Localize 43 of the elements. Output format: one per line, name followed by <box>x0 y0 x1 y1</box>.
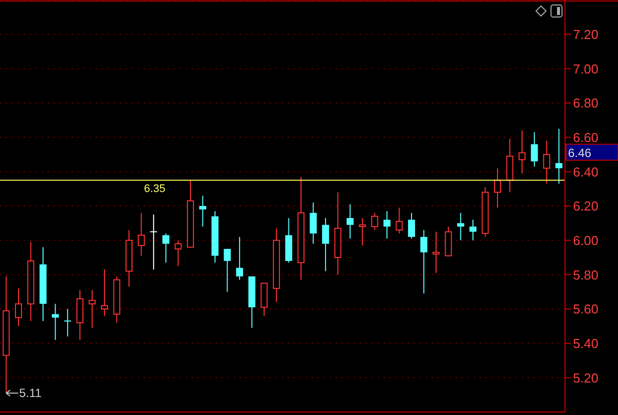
annotation: 5.11 <box>19 386 42 400</box>
ref-line-label: 6.35 <box>144 183 166 196</box>
candlestick <box>396 207 403 234</box>
candlestick <box>420 230 428 294</box>
y-tick-label: 5.40 <box>573 336 598 351</box>
y-tick-label: 6.40 <box>573 164 598 180</box>
candlestick <box>236 236 244 280</box>
candlestick <box>555 128 562 184</box>
y-tick-label: 6.00 <box>573 232 598 248</box>
candlestick <box>346 204 354 240</box>
candlestick <box>162 232 170 264</box>
candlestick <box>494 168 502 208</box>
candlestick <box>64 308 72 337</box>
candlestick <box>138 212 145 256</box>
y-tick-label: 7.00 <box>573 61 598 76</box>
candlestick <box>174 240 182 267</box>
candlestick <box>371 212 378 231</box>
candlestick <box>530 132 538 168</box>
candlestick <box>518 130 526 174</box>
y-tick-label: 6.60 <box>573 130 598 145</box>
candlestick <box>358 218 366 246</box>
y-tick-label: 6.20 <box>573 198 598 214</box>
y-tick-label: 5.20 <box>573 370 598 386</box>
candlestick <box>322 218 330 272</box>
candlestick <box>457 212 464 241</box>
candlestick <box>432 231 440 274</box>
y-tick-label: 5.80 <box>573 267 598 282</box>
candlestick <box>383 210 390 240</box>
candlestick <box>310 202 317 244</box>
candlestick <box>199 195 206 228</box>
candlestick <box>224 248 231 292</box>
candlestick <box>408 212 416 240</box>
candlestick <box>52 303 59 340</box>
candlestick <box>14 288 22 327</box>
y-tick-label: 6.80 <box>573 96 598 111</box>
y-tick-label: 5.60 <box>573 302 598 317</box>
candlestick <box>100 269 108 316</box>
candlestick <box>150 214 158 270</box>
text: 6.46 <box>568 146 592 160</box>
candlestick <box>469 219 476 241</box>
candlestick <box>543 140 550 184</box>
candlestick <box>88 290 96 328</box>
y-tick-label: 7.20 <box>573 26 598 42</box>
